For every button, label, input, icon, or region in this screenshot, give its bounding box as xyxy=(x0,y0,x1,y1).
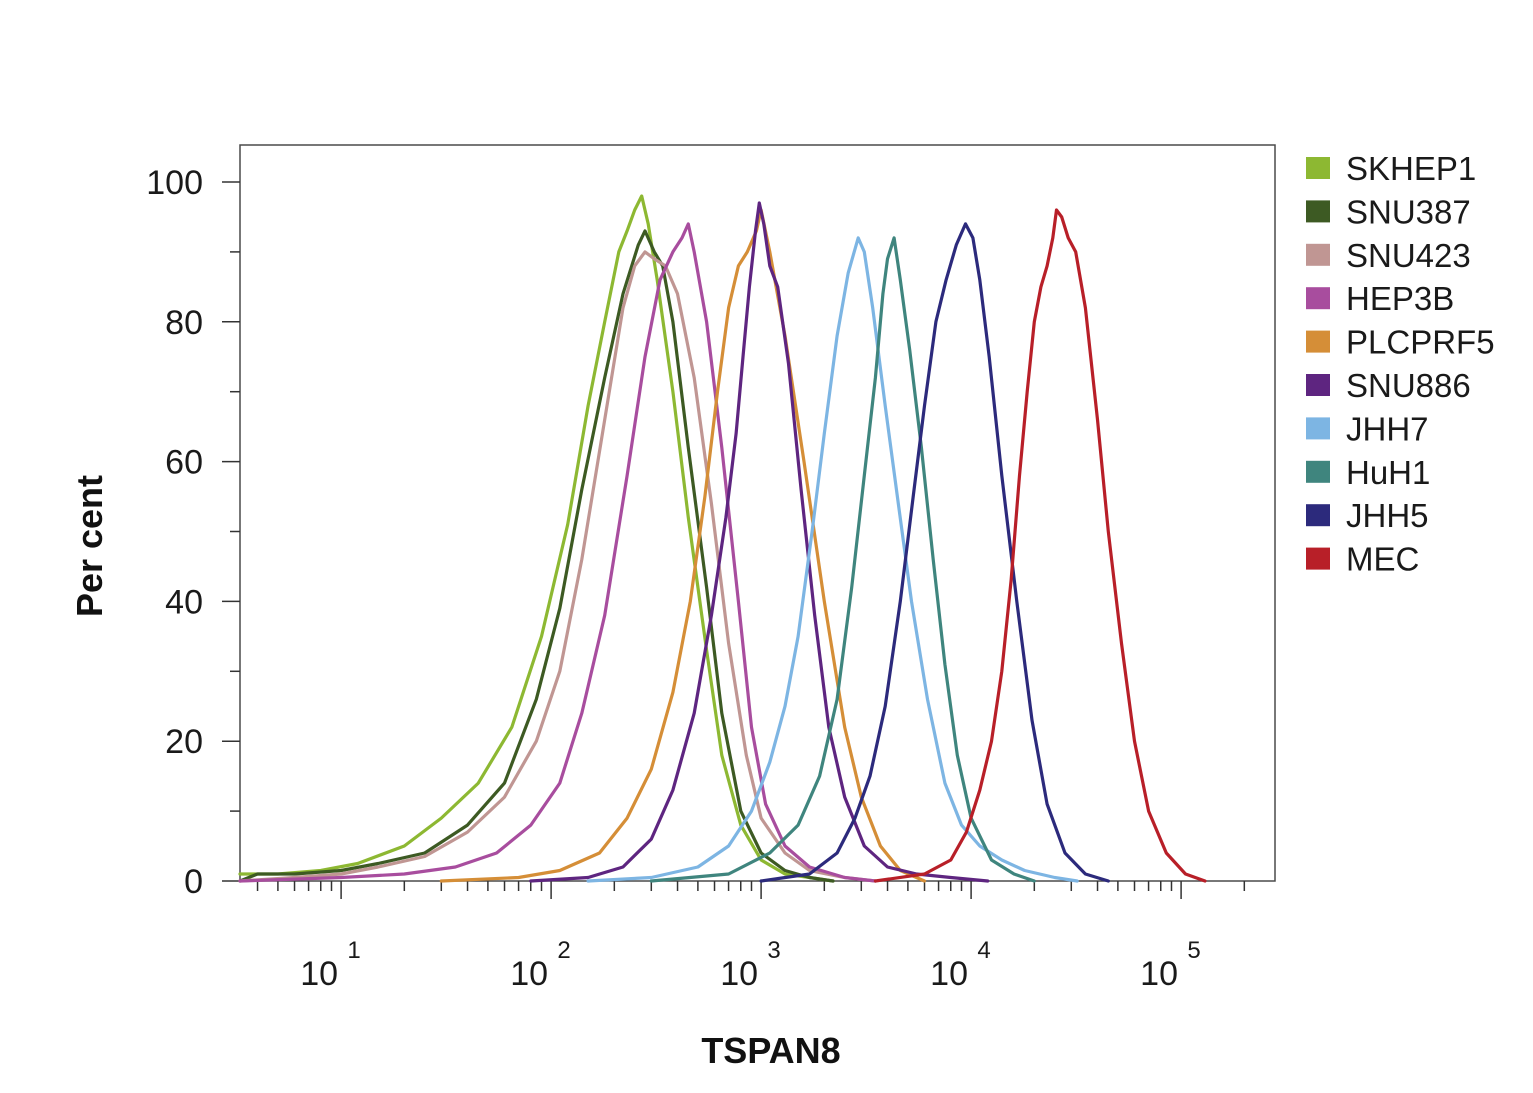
series-line-hep3b xyxy=(238,222,877,883)
y-tick-label: 20 xyxy=(165,723,203,761)
x-tick-exponent: 2 xyxy=(557,937,570,964)
plot-frame xyxy=(239,144,1276,882)
series-line-huh1 xyxy=(649,236,1036,883)
series-line-plcprf5 xyxy=(439,208,927,883)
legend-swatch xyxy=(1306,287,1330,310)
series-line-snu387 xyxy=(238,229,835,883)
y-tick-label: 100 xyxy=(146,164,203,202)
series-line-mec xyxy=(873,208,1207,883)
legend-swatch xyxy=(1306,200,1330,223)
legend-swatch xyxy=(1306,417,1330,440)
legend-label: JHH5 xyxy=(1346,497,1429,534)
legend-label: HEP3B xyxy=(1346,280,1454,317)
legend-label: SNU387 xyxy=(1346,193,1471,230)
y-tick-label: 0 xyxy=(184,863,203,901)
y-tick-label: 60 xyxy=(165,444,203,482)
legend-swatch xyxy=(1306,374,1330,396)
x-tick-exponent: 5 xyxy=(1187,937,1200,964)
legend: SKHEP1 SNU387 SNU423 HEP3B PLCPRF5 SNU886 JHH7… xyxy=(1306,150,1495,578)
legend-swatch xyxy=(1306,157,1330,179)
x-tick-label: 10 xyxy=(510,955,548,993)
legend-label: SNU423 xyxy=(1346,237,1471,274)
y-axis-title: Per cent xyxy=(69,475,110,617)
x-tick-exponent: 4 xyxy=(977,937,990,964)
legend-swatch xyxy=(1306,460,1330,483)
x-axis-title: TSPAN8 xyxy=(701,1030,840,1071)
legend-swatch xyxy=(1306,243,1330,266)
legend-label: MEC xyxy=(1346,541,1419,578)
y-tick-label: 80 xyxy=(165,304,203,342)
x-tick-exponent: 1 xyxy=(347,937,360,964)
series-line-jhh7 xyxy=(586,236,1079,883)
legend-label: HuH1 xyxy=(1346,454,1430,491)
y-tick-label: 40 xyxy=(165,583,203,621)
legend-label: JHH7 xyxy=(1346,410,1429,447)
series-layer xyxy=(238,194,1207,883)
x-tick-label: 10 xyxy=(930,955,968,993)
legend-swatch xyxy=(1306,504,1330,527)
series-line-snu423 xyxy=(238,250,877,883)
legend-swatch xyxy=(1306,547,1330,570)
x-tick-label: 10 xyxy=(1140,955,1178,993)
y-axis: 0 20 40 60 80 100 xyxy=(146,164,240,901)
series-line-snu886 xyxy=(529,201,990,883)
legend-label: SNU886 xyxy=(1346,367,1471,404)
legend-label: PLCPRF5 xyxy=(1346,324,1495,361)
x-tick-label: 10 xyxy=(720,955,758,993)
legend-swatch xyxy=(1306,330,1330,353)
x-tick-label: 10 xyxy=(300,955,338,993)
series-line-jhh5 xyxy=(759,222,1110,883)
legend-label: SKHEP1 xyxy=(1346,150,1476,187)
series-line-skhep1 xyxy=(238,194,835,883)
x-axis: 10 1 10 2 10 3 10 4 10 5 xyxy=(256,881,1246,993)
x-tick-exponent: 3 xyxy=(767,937,780,964)
